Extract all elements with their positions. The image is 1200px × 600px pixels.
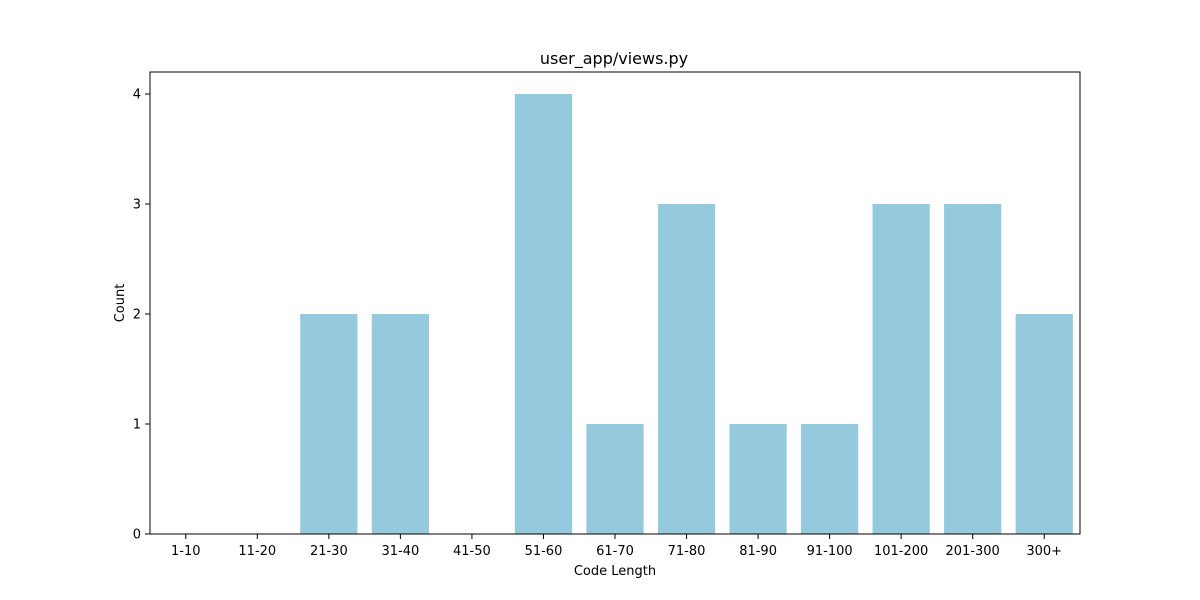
x-tick-label: 1-10 (171, 544, 201, 559)
bar-91-100 (801, 424, 858, 534)
bar-21-30 (300, 314, 357, 534)
y-tick-label: 0 (133, 528, 141, 543)
y-tick-label: 3 (133, 198, 141, 213)
bar-31-40 (372, 314, 429, 534)
x-tick-label: 41-50 (453, 544, 491, 559)
x-tick-label: 71-80 (668, 544, 706, 559)
y-axis-label: Count (113, 284, 128, 323)
bar-101-200 (873, 204, 930, 534)
x-tick-label: 51-60 (525, 544, 563, 559)
x-tick-label: 91-100 (807, 544, 853, 559)
x-tick-label: 81-90 (739, 544, 777, 559)
y-tick-label: 2 (133, 308, 141, 323)
x-tick-label: 21-30 (310, 544, 348, 559)
x-axis-label: Code Length (574, 564, 656, 579)
bar-201-300 (944, 204, 1001, 534)
x-tick-label: 201-300 (946, 544, 1000, 559)
bar-51-60 (515, 94, 572, 534)
bars-group (300, 94, 1073, 534)
bar-71-80 (658, 204, 715, 534)
y-tick-label: 1 (133, 418, 141, 433)
chart-title: user_app/views.py (540, 49, 688, 69)
y-tick-label: 4 (133, 88, 141, 103)
x-tick-label: 300+ (1026, 544, 1062, 559)
bar-300+ (1016, 314, 1073, 534)
x-tick-label: 61-70 (596, 544, 634, 559)
bar-61-70 (586, 424, 643, 534)
x-tick-label: 11-20 (238, 544, 276, 559)
x-tick-label: 101-200 (874, 544, 928, 559)
x-tick-label: 31-40 (381, 544, 419, 559)
y-axis: 0 1 2 3 4 (133, 88, 150, 543)
bar-81-90 (729, 424, 786, 534)
x-axis: 1-10 11-20 21-30 31-40 41-50 51-60 61-70 71-80 8… (171, 534, 1062, 559)
